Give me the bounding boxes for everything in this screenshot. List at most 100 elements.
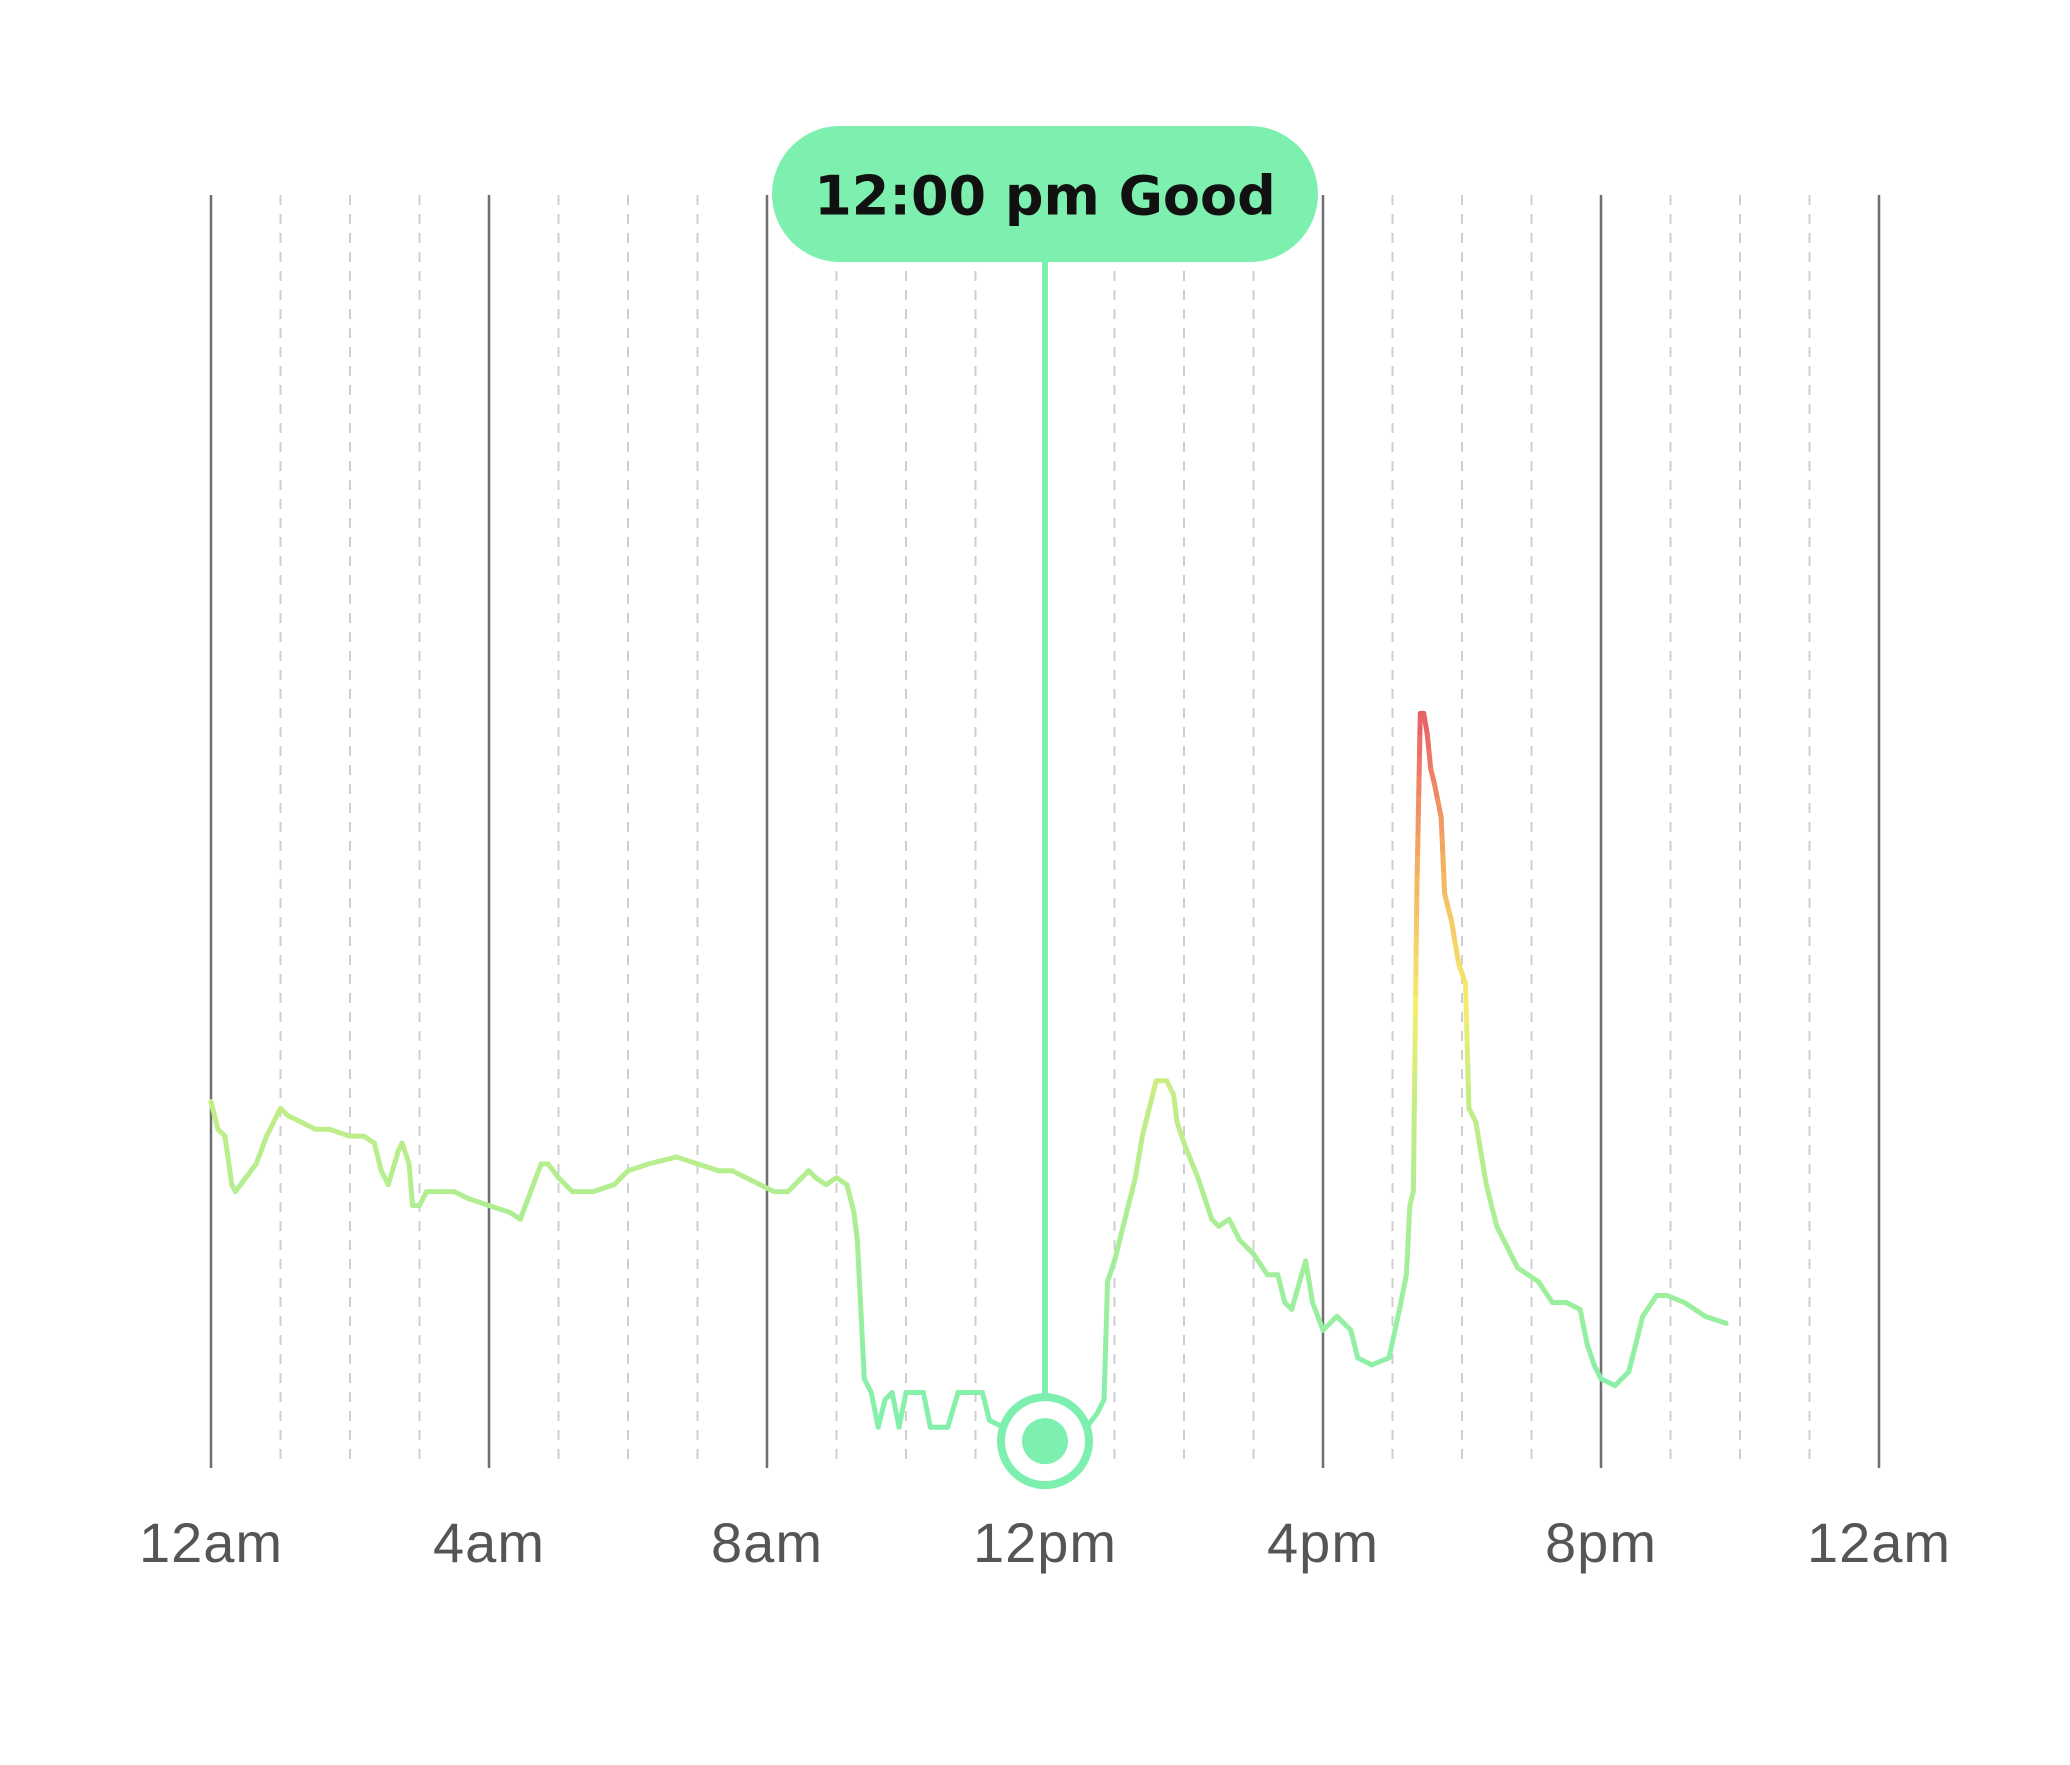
series-segment [399, 1140, 412, 1167]
series-segment [1464, 1043, 1471, 1070]
series-segment [896, 1407, 906, 1430]
series-segment [1164, 1078, 1177, 1098]
series-segment [1681, 1299, 1708, 1319]
series-segment [390, 1147, 402, 1170]
series-segment [611, 1168, 631, 1188]
series-segment [860, 1356, 867, 1382]
series-segment [1563, 1299, 1583, 1312]
series-segment [859, 1336, 866, 1362]
series-segment [1577, 1306, 1587, 1330]
series-segment [264, 1119, 277, 1139]
series-segment [900, 1390, 909, 1413]
series-segment [1463, 1001, 1470, 1028]
series-segment [1483, 1182, 1495, 1208]
series-segment [1424, 731, 1432, 755]
series-segment [743, 1175, 763, 1188]
series-segment [1431, 780, 1441, 803]
tooltip-pill [772, 126, 1318, 262]
series-segment [1640, 1293, 1660, 1319]
series-segment [924, 1407, 933, 1430]
series-segment [1504, 1244, 1521, 1271]
series-segment [1480, 1161, 1489, 1188]
series-segment [854, 1237, 861, 1263]
series-segment [674, 1154, 700, 1167]
series-segment [646, 1154, 680, 1167]
series-segment [1440, 852, 1447, 878]
series-segment [785, 1175, 805, 1195]
series-segment [1132, 1154, 1142, 1181]
x-tick-label: 8am [711, 1511, 823, 1574]
series-segment [855, 1257, 862, 1283]
series-segment [243, 1161, 259, 1181]
series-segment [408, 1182, 416, 1208]
series-segment [1195, 1175, 1208, 1202]
selected-point-marker[interactable] [1022, 1418, 1068, 1465]
series-segment [326, 1126, 353, 1139]
series-segment [1489, 1202, 1500, 1229]
series-segment [1462, 981, 1469, 1007]
series-segment [1400, 1272, 1409, 1295]
series-segment [1237, 1237, 1256, 1257]
series-segment [1494, 1223, 1510, 1250]
series-segment [1369, 1355, 1392, 1368]
series-segment [695, 1161, 721, 1174]
series-segment [1439, 833, 1446, 858]
series-segment [1103, 1318, 1109, 1344]
series-segment [417, 1189, 429, 1208]
grid-lines [209, 195, 1881, 1468]
series-segment [1104, 1279, 1111, 1304]
series-segment [1465, 1085, 1472, 1111]
series-segment [1136, 1133, 1145, 1160]
series-segment [1386, 1339, 1395, 1361]
series-segment [1404, 1237, 1411, 1260]
series-line [208, 710, 1729, 1444]
series-segment [556, 1175, 575, 1195]
series-segment [451, 1189, 471, 1202]
series-segment [1584, 1341, 1597, 1368]
series-segment [1396, 1289, 1406, 1312]
series-segment [590, 1182, 617, 1195]
series-segment [486, 1202, 513, 1215]
series-segment [945, 1407, 956, 1430]
series-segment [1306, 1279, 1316, 1305]
series-segment [1441, 872, 1448, 897]
x-axis-tick-labels: 12am 4am 8am 12pm 4pm 8pm 12am [139, 1511, 1951, 1574]
series-segment [1406, 1202, 1413, 1226]
series-segment [1094, 1396, 1107, 1416]
series-segment [1188, 1157, 1201, 1181]
series-segment [284, 1112, 304, 1125]
series-segment [1202, 1196, 1215, 1222]
series-segment [1303, 1258, 1312, 1285]
series-segment [729, 1168, 749, 1181]
series-segment [222, 1133, 230, 1155]
series-segment [1449, 918, 1458, 945]
hover-tooltip[interactable]: 12:00 pm Good [772, 126, 1318, 1490]
series-segment [1702, 1313, 1729, 1326]
series-segment [1101, 1377, 1108, 1402]
series-segment [465, 1196, 492, 1208]
series-segment [1355, 1355, 1375, 1368]
series-segment [857, 1297, 864, 1322]
series-segment [861, 1376, 874, 1396]
series-segment [1421, 710, 1430, 737]
tooltip-label: 12:00 pm Good [814, 165, 1276, 228]
series-segment [856, 1277, 863, 1302]
series-segment [227, 1165, 235, 1188]
series-segment [224, 1149, 233, 1171]
series-segment [1103, 1298, 1110, 1324]
series-segment [1105, 1258, 1117, 1285]
series-segment [1251, 1251, 1270, 1278]
series-segment [298, 1119, 318, 1132]
series-segment [1226, 1216, 1243, 1243]
series-segment [1452, 939, 1462, 966]
series-segment [406, 1161, 414, 1188]
x-tick-label: 12am [1807, 1511, 1951, 1574]
x-tick-label: 12pm [973, 1511, 1117, 1574]
series-segment [950, 1390, 961, 1413]
x-tick-label: 8pm [1545, 1511, 1657, 1574]
series-segment [1102, 1338, 1109, 1363]
series-segment [1174, 1119, 1187, 1146]
x-tick-label: 4am [433, 1511, 545, 1574]
series-segment [1405, 1220, 1412, 1243]
